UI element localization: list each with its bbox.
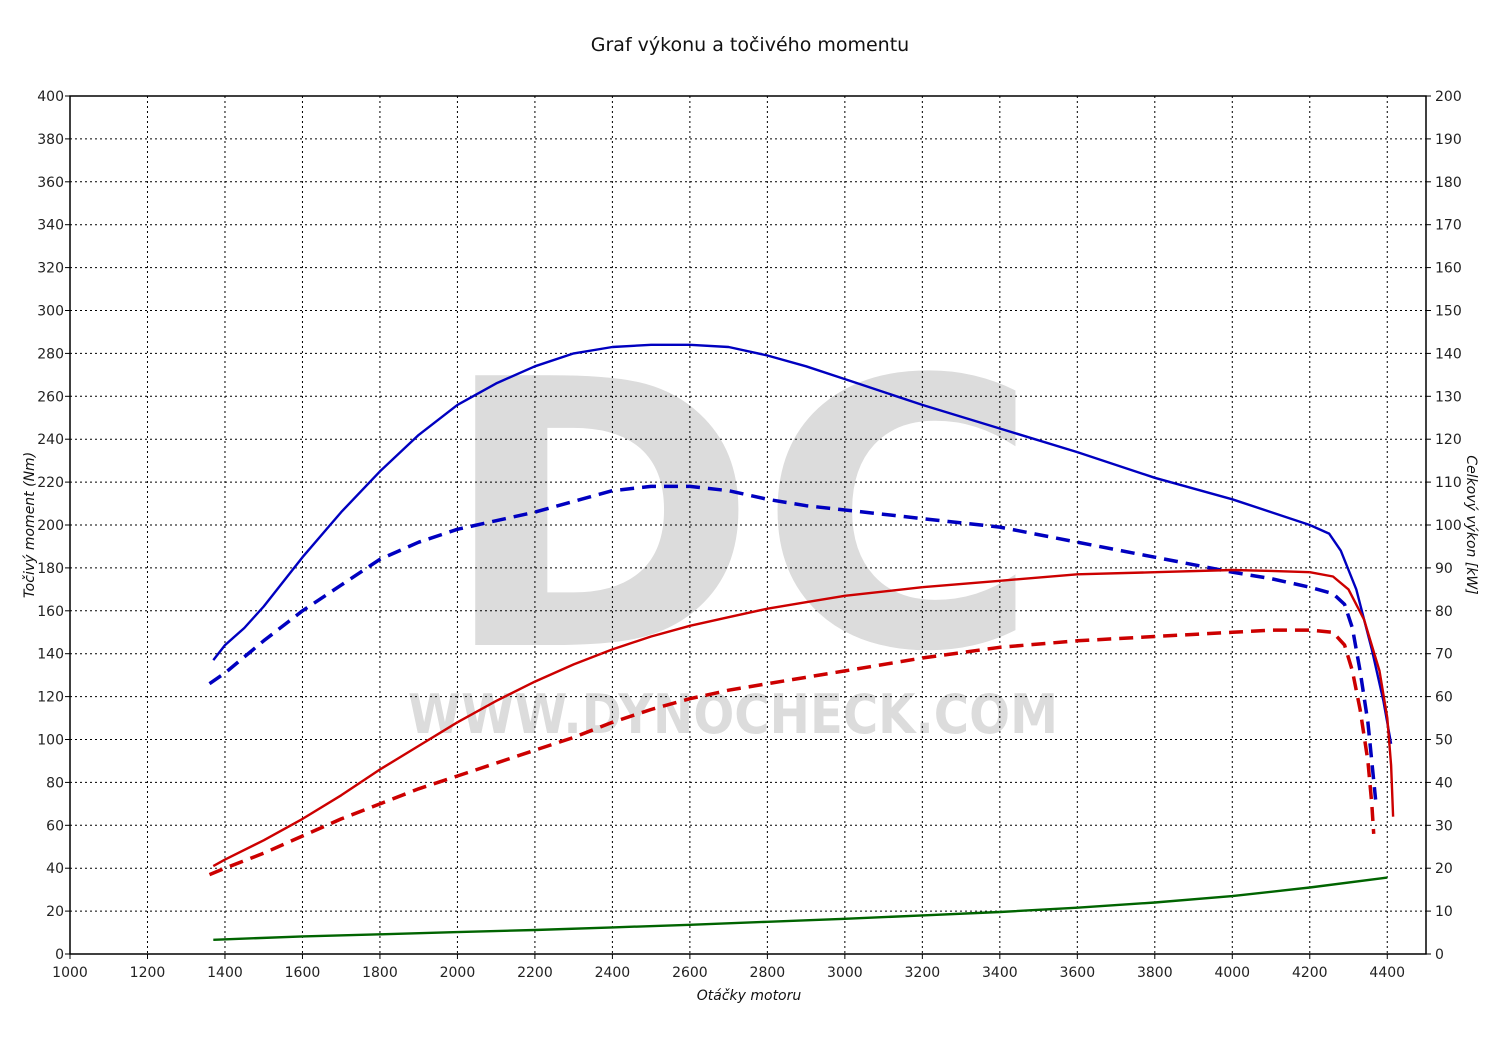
watermark: DC WWW.DYNOCHECK.COM [408, 303, 1058, 746]
series-group [208, 343, 1395, 941]
y-axis-label: Točivý moment (Nm) [22, 452, 38, 598]
x-tick-label: 2000 [440, 965, 476, 981]
y2-tick-label: 50 [1435, 733, 1453, 749]
watermark-logo: DC [440, 303, 1040, 733]
y2-tick-label: 90 [1435, 561, 1453, 577]
x-tick-label: 4000 [1214, 965, 1250, 981]
y-tick-label: 100 [37, 733, 64, 749]
x-axis-label: Otáčky motoru [697, 988, 802, 1004]
series-line-1 [208, 484, 1378, 800]
series-line-2 [212, 568, 1395, 868]
watermark-text: WWW.DYNOCHECK.COM [408, 683, 1058, 746]
y2-tick-label: 60 [1435, 690, 1453, 706]
y2-tick-label: 70 [1435, 647, 1453, 663]
y-tick-label: 320 [37, 261, 64, 277]
y2-tick-label: 150 [1435, 304, 1462, 320]
y2-tick-label: 130 [1435, 389, 1462, 405]
y-tick-label: 60 [46, 818, 64, 834]
x-tick-label: 2400 [595, 965, 631, 981]
x-tick-label: 3000 [827, 965, 863, 981]
y-tick-label: 140 [37, 647, 64, 663]
x-tick-label: 2600 [672, 965, 708, 981]
y2-tick-label: 40 [1435, 775, 1453, 791]
x-tick-label: 1600 [285, 965, 321, 981]
chart-title: Graf výkonu a točivého momentu [591, 34, 909, 56]
y-tick-label: 240 [37, 432, 64, 448]
x-tick-label: 1000 [52, 965, 88, 981]
x-tick-label: 3600 [1059, 965, 1095, 981]
y2-tick-label: 110 [1435, 475, 1462, 491]
x-tick-label: 3400 [982, 965, 1018, 981]
x-tick-label: 3800 [1137, 965, 1173, 981]
y2-tick-label: 160 [1435, 261, 1462, 277]
y2-axis-label: Celkový výkon [kW] [1463, 455, 1479, 594]
x-tick-label: 4200 [1292, 965, 1328, 981]
y-tick-label: 280 [37, 346, 64, 362]
y2-tick-label: 200 [1435, 89, 1462, 105]
x-tick-label: 2200 [517, 965, 553, 981]
y-tick-label: 340 [37, 218, 64, 234]
y-tick-label: 300 [37, 304, 64, 320]
y2-axis-ticks: 0 10 20 30 40 50 60 70 80 90 100 110 120 130 140 150 160… [1426, 89, 1462, 963]
y2-tick-label: 180 [1435, 175, 1462, 191]
x-tick-label: 4400 [1369, 965, 1405, 981]
y2-tick-label: 80 [1435, 604, 1453, 620]
y-tick-label: 400 [37, 89, 64, 105]
y-tick-label: 260 [37, 389, 64, 405]
x-tick-label: 1800 [362, 965, 398, 981]
y2-tick-label: 170 [1435, 218, 1462, 234]
y2-tick-label: 20 [1435, 861, 1453, 877]
y-tick-label: 20 [46, 904, 64, 920]
x-tick-label: 2800 [750, 965, 786, 981]
y-tick-label: 360 [37, 175, 64, 191]
y-tick-label: 120 [37, 690, 64, 706]
series-line-4 [213, 876, 1388, 941]
y-tick-label: 380 [37, 132, 64, 148]
y-tick-label: 180 [37, 561, 64, 577]
y2-tick-label: 100 [1435, 518, 1462, 534]
y2-tick-label: 30 [1435, 818, 1453, 834]
y-tick-label: 40 [46, 861, 64, 877]
y2-tick-label: 190 [1435, 132, 1462, 148]
y-tick-label: 220 [37, 475, 64, 491]
series-line-0 [212, 343, 1393, 745]
y2-tick-label: 0 [1435, 947, 1444, 963]
y-tick-label: 80 [46, 775, 64, 791]
y-tick-label: 160 [37, 604, 64, 620]
x-tick-label: 1400 [207, 965, 243, 981]
x-axis-ticks: 1000 1200 1400 1600 1800 2000 2200 2400 2600 2800… [52, 954, 1405, 981]
y-tick-label: 200 [37, 518, 64, 534]
y-axis-ticks: 0 20 40 60 80 100 120 140 160 180 200 220 240 260 280 3… [37, 89, 70, 963]
y-tick-label: 0 [55, 947, 64, 963]
y2-tick-label: 10 [1435, 904, 1453, 920]
x-tick-label: 3200 [905, 965, 941, 981]
y2-tick-label: 120 [1435, 432, 1462, 448]
y2-tick-label: 140 [1435, 346, 1462, 362]
series-line-3 [208, 628, 1376, 877]
x-tick-label: 1200 [130, 965, 166, 981]
